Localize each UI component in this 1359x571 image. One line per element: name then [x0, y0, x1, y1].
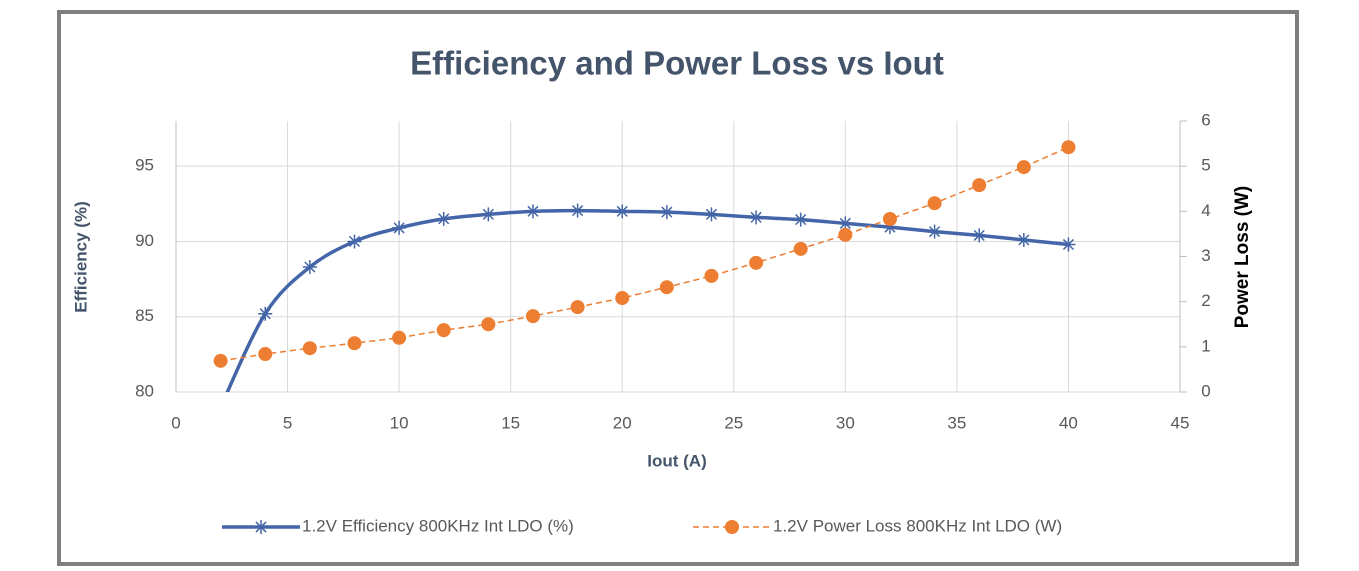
point: [258, 347, 273, 362]
point: [525, 309, 540, 324]
x-tick-label: 15: [501, 413, 520, 432]
point: [704, 207, 719, 222]
point: [258, 306, 273, 321]
point: [838, 216, 853, 231]
series-line: [220, 146, 1069, 362]
point: [481, 207, 496, 222]
y2-tick-label: 3: [1201, 246, 1210, 265]
point: [793, 241, 808, 256]
legend-marker: [254, 520, 268, 534]
x-tick-label: 10: [390, 413, 409, 432]
point: [882, 212, 897, 227]
point: [838, 227, 853, 242]
series-line: [225, 208, 1069, 392]
y2-tick-label: 4: [1201, 201, 1210, 220]
point: [1061, 237, 1076, 252]
x-axis-label: Iout (A): [647, 451, 706, 470]
point: [570, 300, 585, 315]
point: [392, 330, 407, 345]
point: [436, 211, 451, 226]
point: [749, 255, 764, 270]
point: [302, 260, 317, 275]
x-tick-label: 25: [724, 413, 743, 432]
y-tick-label: 85: [135, 306, 154, 325]
x-tick-label: 20: [613, 413, 632, 432]
point: [704, 268, 719, 283]
chart-title: Efficiency and Power Loss vs Iout: [410, 45, 944, 82]
point: [793, 212, 808, 227]
y2-tick-label: 2: [1201, 291, 1210, 310]
point: [347, 234, 362, 249]
point: [570, 203, 585, 218]
point: [972, 228, 987, 243]
point: [481, 317, 496, 332]
y2-axis-label: Power Loss (W): [1232, 186, 1253, 329]
point: [882, 220, 897, 235]
point: [927, 196, 942, 211]
point: [615, 291, 630, 306]
x-tick-label: 35: [947, 413, 966, 432]
point: [436, 323, 451, 338]
point: [615, 204, 630, 219]
x-tick-label: 30: [836, 413, 855, 432]
y-axis-label: Efficiency (%): [71, 201, 90, 312]
point: [392, 220, 407, 235]
point: [1016, 160, 1031, 175]
x-tick-label: 5: [283, 413, 292, 432]
y-tick-label: 80: [135, 381, 154, 400]
chart-border: [57, 10, 1299, 566]
y2-tick-label: 5: [1201, 156, 1210, 175]
y2-tick-label: 6: [1201, 110, 1210, 129]
x-tick-label: 40: [1059, 413, 1078, 432]
point: [1061, 140, 1076, 155]
point: [659, 280, 674, 295]
legend-marker: [725, 520, 739, 534]
x-tick-label: 0: [171, 413, 180, 432]
point: [972, 178, 987, 193]
point: [927, 224, 942, 239]
point: [213, 353, 228, 368]
legend-label: 1.2V Efficiency 800KHz Int LDO (%): [302, 516, 574, 535]
legend-label: 1.2V Power Loss 800KHz Int LDO (W): [773, 516, 1062, 535]
point: [302, 341, 317, 356]
point: [1016, 232, 1031, 247]
y-tick-label: 95: [135, 156, 154, 175]
y-tick-label: 90: [135, 231, 154, 250]
y2-tick-label: 0: [1201, 381, 1210, 400]
point: [659, 205, 674, 220]
point: [749, 210, 764, 225]
point: [347, 336, 362, 351]
x-tick-label: 45: [1171, 413, 1190, 432]
plot: [213, 140, 1076, 392]
point: [525, 204, 540, 219]
y2-tick-label: 1: [1201, 336, 1210, 355]
